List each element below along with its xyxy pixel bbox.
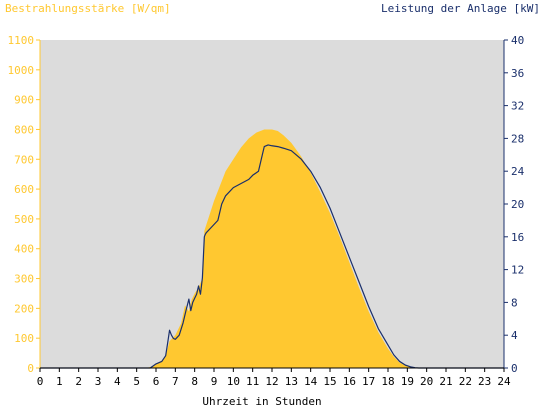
x-tick-label: 18	[381, 375, 394, 388]
x-tick-label: 22	[459, 375, 472, 388]
x-tick-label: 3	[95, 375, 102, 388]
x-tick-label: 0	[37, 375, 44, 388]
left-tick-label: 600	[14, 183, 34, 196]
x-tick-label: 19	[401, 375, 414, 388]
x-tick-label: 23	[478, 375, 491, 388]
x-tick-label: 2	[75, 375, 82, 388]
x-tick-label: 8	[191, 375, 198, 388]
x-tick-label: 6	[153, 375, 160, 388]
x-tick-label: 17	[362, 375, 375, 388]
x-tick-label: 9	[211, 375, 218, 388]
left-tick-label: 100	[14, 332, 34, 345]
right-tick-label: 40	[511, 34, 524, 47]
x-axis-title: Uhrzeit in Stunden	[202, 395, 321, 408]
right-tick-label: 20	[511, 198, 524, 211]
right-tick-label: 4	[511, 329, 518, 342]
x-axis-ticks: 0 1 2 3 4 5 6 7 8 9 10 11 12 13 14 15 16 17 18 19 20 21 22 23 24	[37, 368, 511, 388]
x-tick-label: 5	[133, 375, 140, 388]
left-tick-label: 1000	[8, 64, 35, 77]
right-tick-label: 16	[511, 231, 524, 244]
right-tick-label: 24	[511, 165, 525, 178]
x-tick-label: 15	[323, 375, 336, 388]
x-tick-label: 13	[285, 375, 298, 388]
right-tick-label: 8	[511, 296, 518, 309]
left-tick-label: 0	[27, 362, 34, 375]
left-tick-label: 300	[14, 273, 34, 286]
left-axis-title: Bestrahlungsstärke [W/qm]	[5, 2, 171, 15]
series-layer	[40, 129, 504, 369]
left-tick-label: 200	[14, 302, 34, 315]
irradiance-area	[40, 129, 504, 368]
x-tick-label: 10	[227, 375, 240, 388]
x-tick-label: 20	[420, 375, 433, 388]
right-tick-label: 0	[511, 362, 518, 375]
x-tick-label: 24	[497, 375, 511, 388]
right-tick-label: 32	[511, 100, 524, 113]
left-tick-label: 900	[14, 94, 34, 107]
left-tick-label: 400	[14, 243, 34, 256]
x-tick-label: 1	[56, 375, 63, 388]
left-tick-label: 700	[14, 153, 34, 166]
left-tick-label: 500	[14, 213, 34, 226]
x-tick-label: 11	[246, 375, 259, 388]
x-tick-label: 7	[172, 375, 179, 388]
right-tick-label: 12	[511, 264, 524, 277]
right-tick-label: 28	[511, 132, 524, 145]
right-tick-label: 36	[511, 67, 524, 80]
x-tick-label: 16	[343, 375, 356, 388]
power-line	[40, 144, 504, 369]
x-tick-label: 12	[265, 375, 278, 388]
left-tick-label: 800	[14, 123, 34, 136]
right-axis-title: Leistung der Anlage [kW]	[381, 2, 540, 15]
right-axis-ticks: 0 4 8 12 16 20 24 28 32 36 40	[504, 34, 525, 375]
left-tick-label: 1100	[8, 34, 35, 47]
x-tick-label: 14	[304, 375, 318, 388]
x-tick-label: 21	[439, 375, 452, 388]
x-tick-label: 4	[114, 375, 121, 388]
left-axis-ticks: 0 100 200 300 400 500 600 700 800 900 1000 1100	[8, 34, 40, 375]
